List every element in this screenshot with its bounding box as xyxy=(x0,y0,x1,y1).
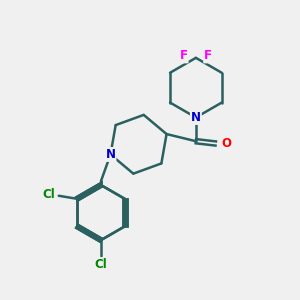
Text: F: F xyxy=(180,50,188,62)
Text: Cl: Cl xyxy=(42,188,55,201)
Text: N: N xyxy=(191,111,201,124)
Text: F: F xyxy=(204,50,212,62)
Text: Cl: Cl xyxy=(94,258,107,271)
Text: N: N xyxy=(106,148,116,161)
Text: O: O xyxy=(221,137,232,150)
